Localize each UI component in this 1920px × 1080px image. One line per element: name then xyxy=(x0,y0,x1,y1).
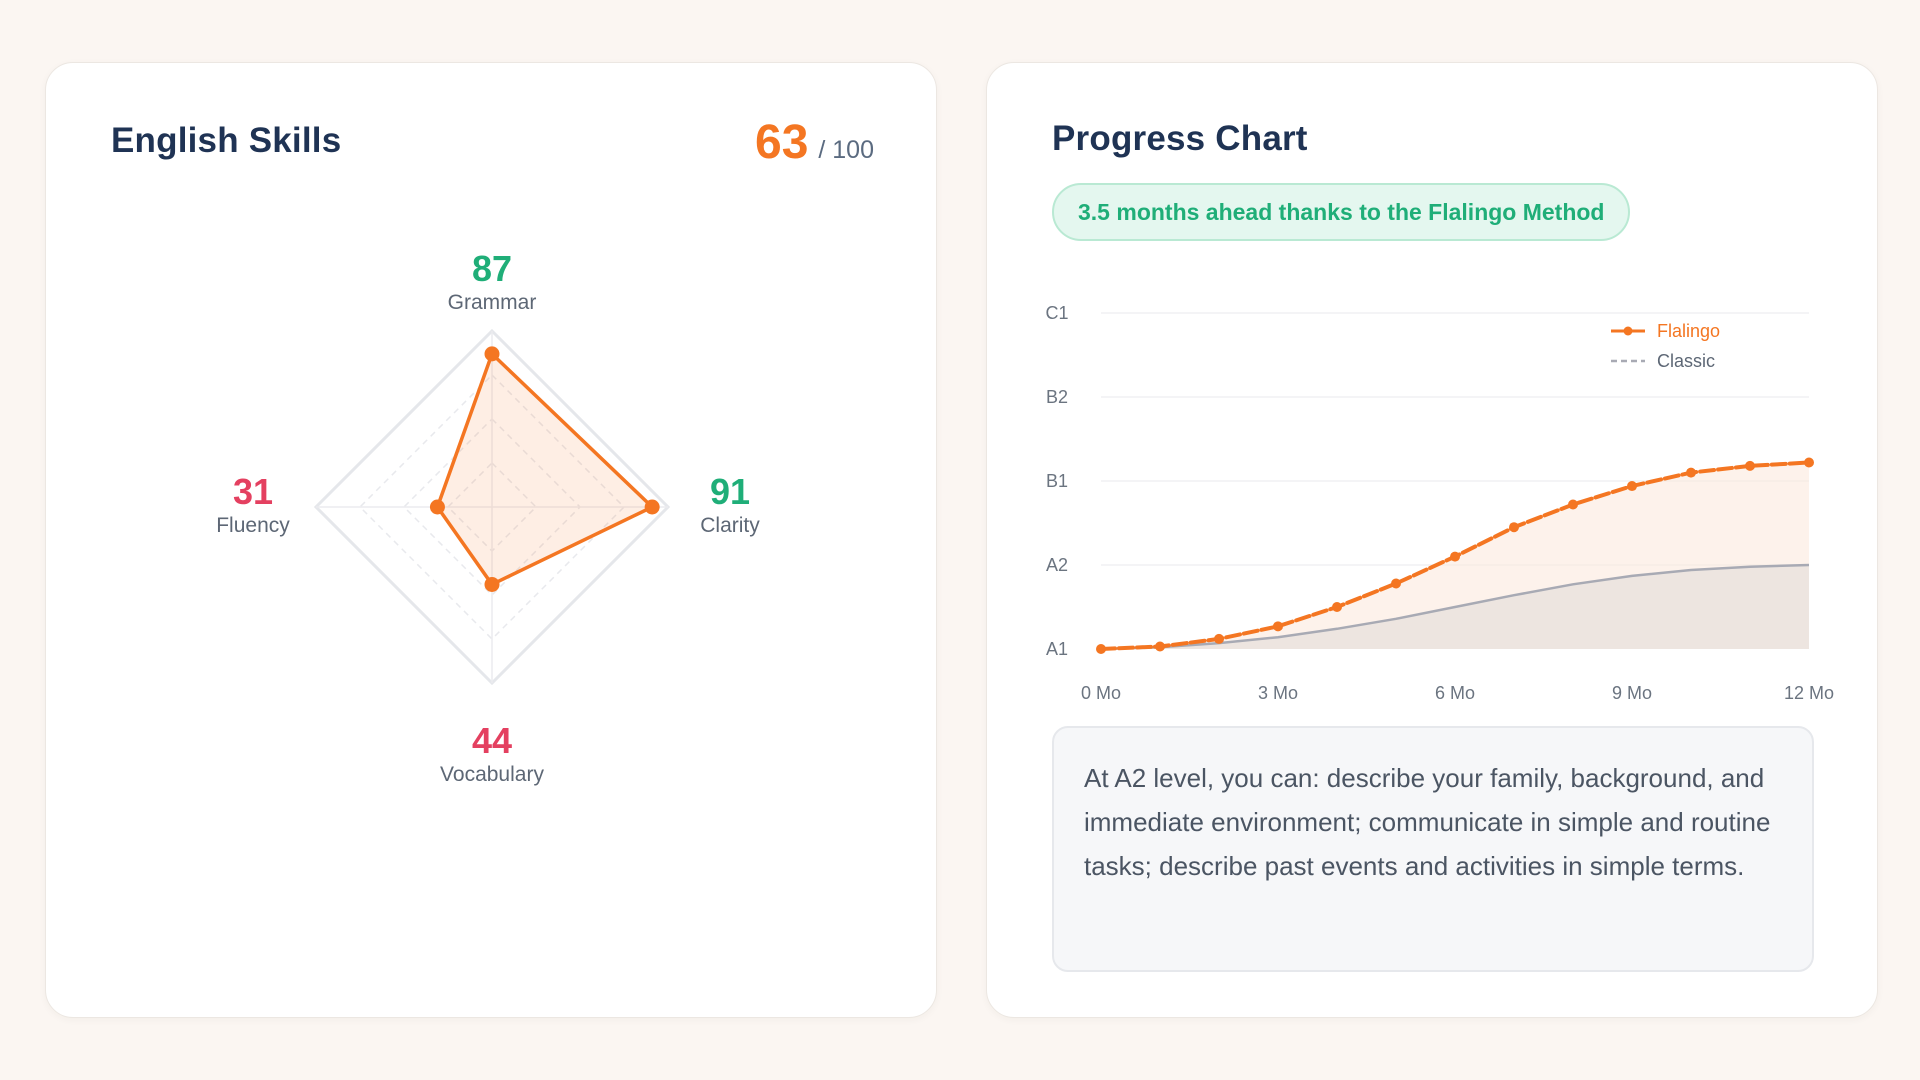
legend-flalingo-marker xyxy=(1623,326,1633,336)
skill-value: 44 xyxy=(471,720,513,761)
x-tick-label: 6 Mo xyxy=(1435,683,1475,703)
skill-name: Clarity xyxy=(700,514,760,537)
radar-point xyxy=(484,576,500,592)
card-title: Progress Chart xyxy=(1052,119,1308,158)
english-skills-card: English Skills 63 / 100 87 Grammar 91 Cl… xyxy=(45,62,937,1018)
x-tick-label: 0 Mo xyxy=(1081,683,1121,703)
y-tick-label: C1 xyxy=(1045,303,1068,323)
radar-point xyxy=(644,499,660,515)
radar-inner-ring xyxy=(402,417,582,597)
y-tick-label: A1 xyxy=(1046,639,1068,659)
score-value: 63 xyxy=(755,116,809,169)
x-tick-label: 3 Mo xyxy=(1258,683,1298,703)
x-tick-label: 9 Mo xyxy=(1612,683,1652,703)
score-max: / 100 xyxy=(818,136,874,164)
y-tick-label: B2 xyxy=(1046,387,1068,407)
radar-chart xyxy=(313,328,671,686)
flalingo-point xyxy=(1568,499,1578,510)
skill-fluency: 31 Fluency xyxy=(143,472,363,538)
flalingo-point xyxy=(1745,460,1755,471)
flalingo-point xyxy=(1450,551,1460,562)
skill-grammar: 87 Grammar xyxy=(382,249,602,315)
y-tick-label: B1 xyxy=(1046,471,1068,491)
y-tick-label: A2 xyxy=(1046,555,1068,575)
level-info-box: At A2 level, you can: describe your fami… xyxy=(1052,726,1814,972)
flalingo-point xyxy=(1273,621,1283,632)
flalingo-point xyxy=(1332,602,1342,612)
skill-value: 91 xyxy=(709,471,751,512)
skill-name: Fluency xyxy=(216,514,290,537)
radar-inner-ring xyxy=(358,373,626,641)
progress-chart-card: Progress Chart 3.5 months ahead thanks t… xyxy=(986,62,1878,1018)
flalingo-point xyxy=(1627,481,1637,492)
ahead-badge: 3.5 months ahead thanks to the Flalingo … xyxy=(1052,183,1631,241)
skill-vocabulary: 44 Vocabulary xyxy=(382,721,602,787)
x-tick-label: 12 Mo xyxy=(1784,683,1834,703)
flalingo-point xyxy=(1391,578,1401,589)
legend-classic-label: Classic xyxy=(1657,351,1715,371)
radar-skill-area xyxy=(435,352,654,587)
skill-value: 31 xyxy=(232,471,274,512)
overall-score: 63 / 100 xyxy=(755,115,874,170)
radar-point xyxy=(484,346,500,362)
skill-name: Grammar xyxy=(447,291,537,314)
legend-flalingo-label: Flalingo xyxy=(1657,321,1720,341)
flalingo-point xyxy=(1686,467,1696,478)
radar-point xyxy=(429,499,445,515)
flalingo-point xyxy=(1155,641,1165,652)
skill-value: 87 xyxy=(471,248,513,289)
flalingo-point xyxy=(1214,633,1224,644)
skill-clarity: 91 Clarity xyxy=(620,472,840,538)
flalingo-point xyxy=(1509,522,1519,533)
flalingo-point xyxy=(1096,644,1106,654)
flalingo-point xyxy=(1804,457,1814,468)
card-title: English Skills xyxy=(111,121,342,160)
progress-line-chart: A1 A2 B1 B2 C1 0 Mo 3 Mo 6 Mo 9 Mo 12 Mo Flalingo C… xyxy=(1045,303,1834,703)
skill-name: Vocabulary xyxy=(440,763,544,786)
